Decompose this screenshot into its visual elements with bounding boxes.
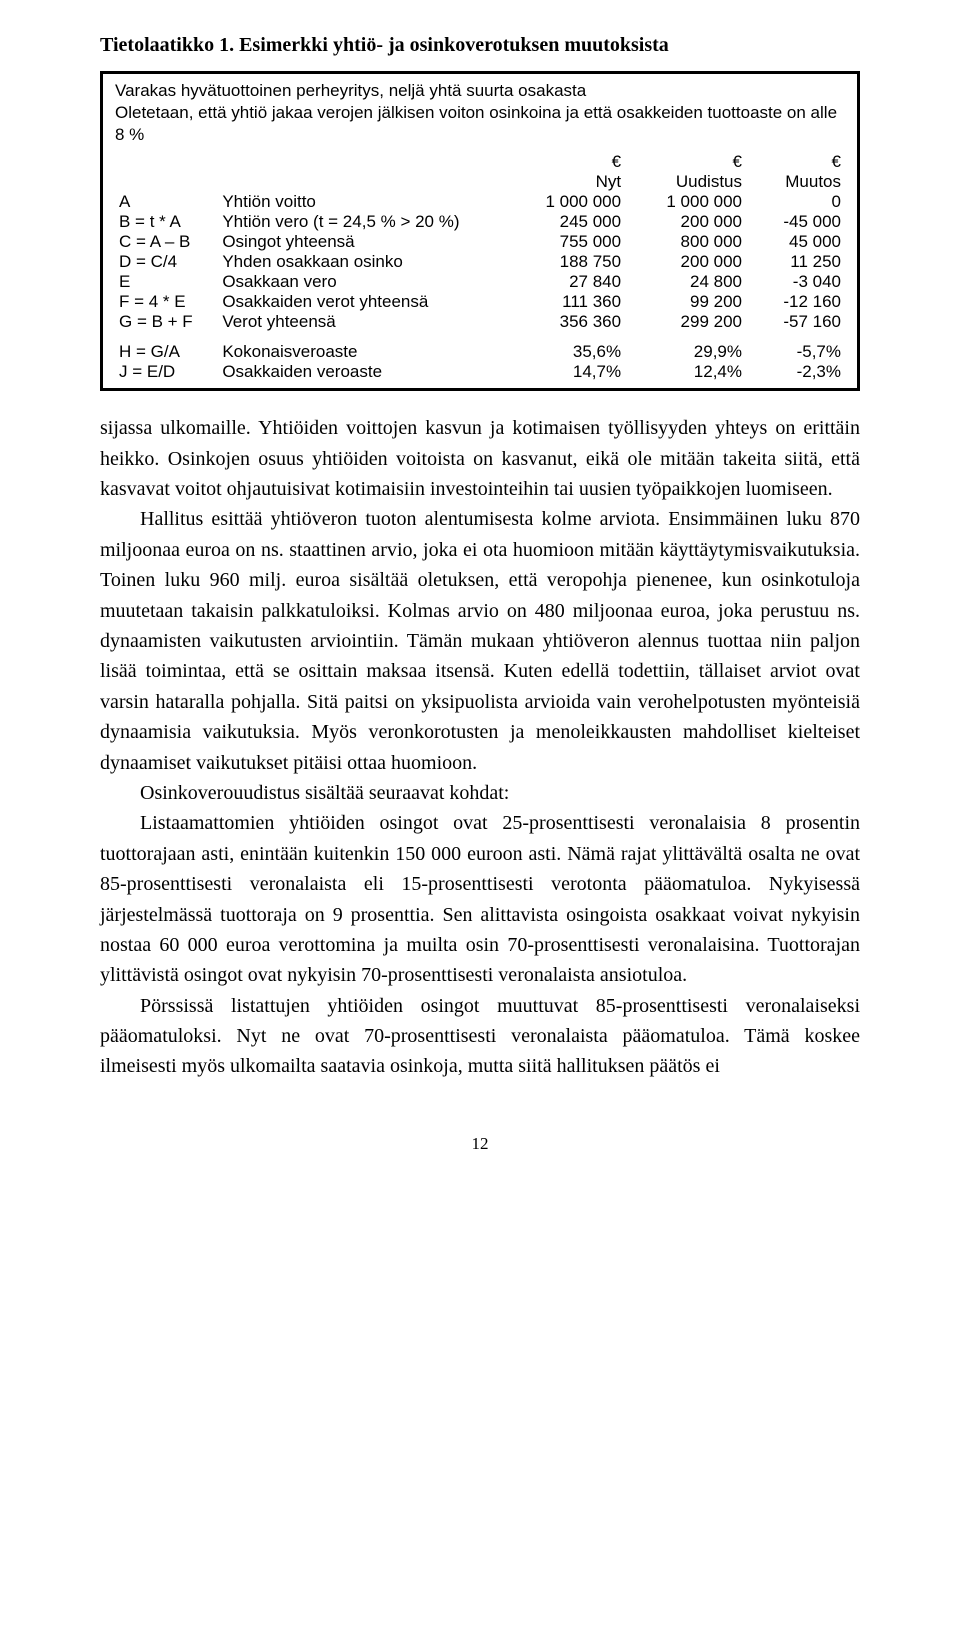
row-val-nyt: 188 750 bbox=[504, 252, 625, 272]
row-val-uud: 200 000 bbox=[625, 252, 746, 272]
body-paragraph: sijassa ulkomaille. Yhtiöiden voittojen … bbox=[100, 413, 860, 504]
row-val-uud: 299 200 bbox=[625, 312, 746, 332]
table-row: D = C/4Yhden osakkaan osinko188 750200 0… bbox=[115, 252, 845, 272]
row-label: H = G/A bbox=[115, 332, 218, 362]
row-val-uud: 99 200 bbox=[625, 292, 746, 312]
body-paragraph: Osinkoverouudistus sisältää seuraavat ko… bbox=[100, 778, 860, 808]
row-desc: Kokonaisveroaste bbox=[218, 332, 504, 362]
row-val-nyt: 755 000 bbox=[504, 232, 625, 252]
row-val-muu: -5,7% bbox=[746, 332, 845, 362]
row-desc: Verot yhteensä bbox=[218, 312, 504, 332]
row-val-uud: 12,4% bbox=[625, 362, 746, 382]
table-row: J = E/DOsakkaiden veroaste14,7%12,4%-2,3… bbox=[115, 362, 845, 382]
row-val-muu: -2,3% bbox=[746, 362, 845, 382]
row-val-muu: -3 040 bbox=[746, 272, 845, 292]
row-val-nyt: 356 360 bbox=[504, 312, 625, 332]
tax-table: € € € Nyt Uudistus Muutos AYhtiön voitto… bbox=[115, 152, 845, 382]
table-row: B = t * AYhtiön vero (t = 24,5 % > 20 %)… bbox=[115, 212, 845, 232]
row-val-muu: 45 000 bbox=[746, 232, 845, 252]
row-desc: Yhtiön vero (t = 24,5 % > 20 %) bbox=[218, 212, 504, 232]
page-number: 12 bbox=[100, 1134, 860, 1154]
row-label: C = A – B bbox=[115, 232, 218, 252]
row-val-uud: 800 000 bbox=[625, 232, 746, 252]
row-desc: Osakkaiden veroaste bbox=[218, 362, 504, 382]
row-val-uud: 29,9% bbox=[625, 332, 746, 362]
row-val-nyt: 245 000 bbox=[504, 212, 625, 232]
table-row: EOsakkaan vero27 84024 800-3 040 bbox=[115, 272, 845, 292]
body-paragraph: Pörssissä listattujen yhtiöiden osingot … bbox=[100, 991, 860, 1082]
row-val-nyt: 14,7% bbox=[504, 362, 625, 382]
row-label: B = t * A bbox=[115, 212, 218, 232]
row-val-nyt: 35,6% bbox=[504, 332, 625, 362]
row-val-nyt: 111 360 bbox=[504, 292, 625, 312]
row-label: J = E/D bbox=[115, 362, 218, 382]
row-val-muu: -12 160 bbox=[746, 292, 845, 312]
row-val-uud: 200 000 bbox=[625, 212, 746, 232]
row-label: F = 4 * E bbox=[115, 292, 218, 312]
info-box: Varakas hyvätuottoinen perheyritys, nelj… bbox=[100, 71, 860, 391]
table-row: G = B + FVerot yhteensä356 360299 200-57… bbox=[115, 312, 845, 332]
table-row: C = A – BOsingot yhteensä755 000800 0004… bbox=[115, 232, 845, 252]
col-currency-1: € bbox=[504, 152, 625, 172]
table-header: € € € bbox=[115, 152, 845, 172]
row-desc: Yhtiön voitto bbox=[218, 192, 504, 212]
table-header-labels: Nyt Uudistus Muutos bbox=[115, 172, 845, 192]
row-val-muu: -57 160 bbox=[746, 312, 845, 332]
row-val-uud: 24 800 bbox=[625, 272, 746, 292]
body-paragraph: Hallitus esittää yhtiöveron tuoton alent… bbox=[100, 504, 860, 778]
box-title: Varakas hyvätuottoinen perheyritys, nelj… bbox=[115, 80, 845, 146]
col-muutos: Muutos bbox=[746, 172, 845, 192]
col-uudistus: Uudistus bbox=[625, 172, 746, 192]
row-val-uud: 1 000 000 bbox=[625, 192, 746, 212]
row-desc: Yhden osakkaan osinko bbox=[218, 252, 504, 272]
row-val-muu: -45 000 bbox=[746, 212, 845, 232]
row-val-nyt: 1 000 000 bbox=[504, 192, 625, 212]
col-currency-2: € bbox=[625, 152, 746, 172]
col-nyt: Nyt bbox=[504, 172, 625, 192]
row-val-muu: 11 250 bbox=[746, 252, 845, 272]
row-desc: Osakkaan vero bbox=[218, 272, 504, 292]
col-currency-3: € bbox=[746, 152, 845, 172]
page-heading: Tietolaatikko 1. Esimerkki yhtiö- ja osi… bbox=[100, 34, 860, 57]
row-label: A bbox=[115, 192, 218, 212]
row-label: D = C/4 bbox=[115, 252, 218, 272]
table-row: F = 4 * EOsakkaiden verot yhteensä111 36… bbox=[115, 292, 845, 312]
row-desc: Osakkaiden verot yhteensä bbox=[218, 292, 504, 312]
row-label: G = B + F bbox=[115, 312, 218, 332]
row-label: E bbox=[115, 272, 218, 292]
table-row: H = G/AKokonaisveroaste35,6%29,9%-5,7% bbox=[115, 332, 845, 362]
row-val-nyt: 27 840 bbox=[504, 272, 625, 292]
table-row: AYhtiön voitto1 000 0001 000 0000 bbox=[115, 192, 845, 212]
body-paragraph: Listaamattomien yhtiöiden osingot ovat 2… bbox=[100, 808, 860, 990]
row-desc: Osingot yhteensä bbox=[218, 232, 504, 252]
row-val-muu: 0 bbox=[746, 192, 845, 212]
